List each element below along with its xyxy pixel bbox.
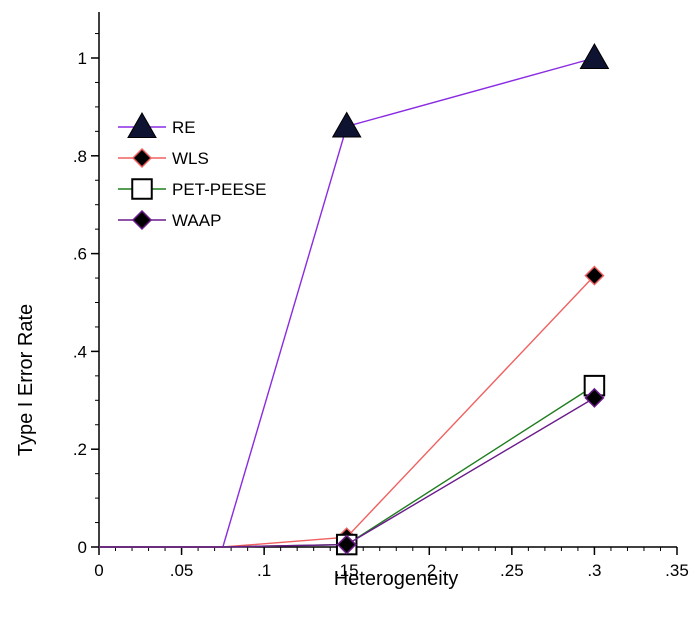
y-tick-label: .8: [73, 147, 87, 166]
axes: 0 .2 .4 .6 .8 1 0 .05 .1 .15 .2 .25 .3 .35: [73, 12, 689, 580]
series-line-pet-peese: [99, 385, 595, 548]
data-point-waap: [584, 387, 605, 408]
legend: RE WLS PET-PEESE WAAP: [118, 111, 266, 231]
legend-item-re: RE: [118, 111, 196, 138]
data-point-waap: [336, 534, 357, 555]
data-point-re: [331, 111, 362, 138]
x-tick-label: .2: [422, 561, 436, 580]
legend-label-re: RE: [172, 118, 196, 137]
x-tick-label: .05: [170, 561, 194, 580]
x-tick-label: .1: [257, 561, 271, 580]
y-tick-label: 0: [78, 538, 87, 557]
x-tick-label: .25: [500, 561, 524, 580]
legend-item-pet-peese: PET-PEESE: [118, 178, 266, 200]
series-layer: [99, 42, 610, 556]
legend-marker-wls: [131, 147, 153, 169]
legend-marker-pet-peese: [131, 178, 153, 200]
series-pet-peese: [99, 374, 606, 556]
x-tick-label: .3: [587, 561, 601, 580]
y-tick-label: .6: [73, 245, 87, 264]
series-line-waap: [99, 397, 595, 548]
legend-item-wls: WLS: [118, 147, 209, 169]
y-axis-title: Type I Error Rate: [15, 304, 37, 456]
y-tick-label: 1: [78, 49, 87, 68]
y-tick-label: .4: [73, 342, 87, 361]
legend-label-wls: WLS: [172, 149, 209, 168]
series-waap: [99, 387, 605, 555]
x-tick-label: .15: [335, 561, 359, 580]
series-wls: [99, 265, 605, 548]
x-tick-label: .35: [665, 561, 689, 580]
data-point-wls: [584, 265, 605, 286]
legend-label-pet-peese: PET-PEESE: [172, 180, 266, 199]
x-tick-label: 0: [94, 561, 103, 580]
y-tick-label: .2: [73, 440, 87, 459]
legend-marker-waap: [131, 209, 153, 231]
legend-item-waap: WAAP: [118, 209, 221, 231]
x-axis-title: Heterogeneity: [334, 568, 459, 590]
legend-label-waap: WAAP: [172, 211, 221, 230]
data-point-re: [579, 42, 610, 69]
series-line-wls: [99, 275, 595, 548]
legend-marker-re: [127, 111, 157, 138]
